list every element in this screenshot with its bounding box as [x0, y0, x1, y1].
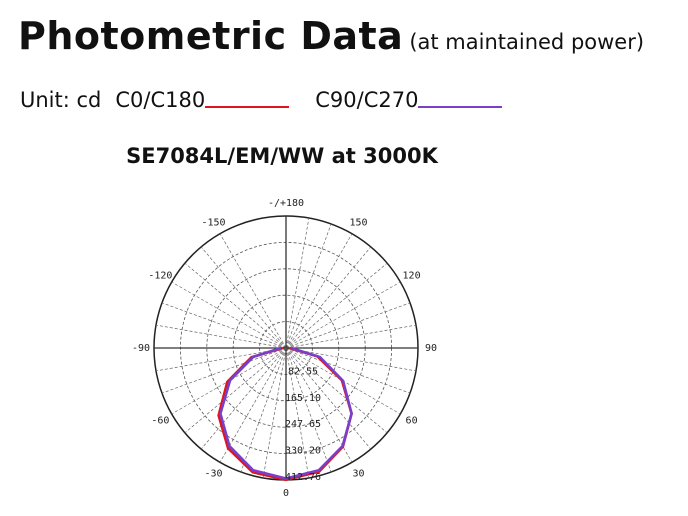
minor-spoke	[285, 347, 388, 434]
angle-tick-label: 150	[349, 217, 367, 228]
minor-spoke	[285, 347, 310, 479]
heading-title: Photometric Data	[18, 14, 404, 58]
angle-tick-label: 90	[425, 343, 437, 354]
minor-spoke	[285, 347, 417, 372]
angle-tick-label: -90	[132, 343, 150, 354]
minor-spoke	[285, 324, 417, 349]
legend: Unit: cd C0/C180 C90/C270	[20, 88, 528, 112]
angle-grid-line	[219, 347, 287, 463]
chart-title: SE7084L/EM/WW at 3000K	[126, 144, 438, 168]
heading: Photometric Data (at maintained power)	[18, 14, 644, 58]
angle-grid-line	[285, 233, 353, 349]
minor-spoke	[155, 347, 287, 372]
radial-tick-label: 330.20	[285, 446, 321, 457]
legend-swatch	[418, 106, 503, 108]
minor-spoke	[184, 262, 287, 349]
legend-label: C0/C180	[115, 88, 206, 112]
minor-spoke	[200, 347, 287, 450]
angle-tick-label: 0	[283, 488, 289, 499]
radial-tick-label: 412.76	[285, 472, 321, 483]
series-line	[219, 346, 353, 480]
angle-tick-label: 60	[406, 416, 418, 427]
minor-spoke	[285, 262, 388, 349]
angle-tick-label: 120	[403, 271, 421, 282]
minor-spoke	[184, 347, 287, 434]
minor-spoke	[285, 217, 310, 349]
radial-tick-label: 82.55	[288, 366, 318, 377]
angle-tick-label: -60	[151, 416, 169, 427]
unit-label: Unit: cd	[20, 88, 102, 112]
minor-spoke	[285, 347, 332, 473]
minor-spoke	[285, 246, 372, 349]
radial-tick-label: 165.10	[285, 393, 321, 404]
minor-spoke	[240, 347, 287, 473]
angle-tick-label: -120	[148, 271, 172, 282]
legend-entry: C0/C180	[115, 88, 315, 112]
angle-grid-line	[219, 233, 287, 349]
angle-tick-label: 30	[352, 469, 364, 480]
angle-tick-label: -/+180	[268, 198, 304, 209]
minor-spoke	[200, 246, 287, 349]
minor-spoke	[161, 347, 287, 394]
minor-spoke	[285, 347, 411, 394]
minor-spoke	[155, 324, 287, 349]
angle-tick-label: -150	[201, 217, 225, 228]
legend-entry: C90/C270	[315, 88, 528, 112]
angle-tick-label: -30	[204, 469, 222, 480]
legend-swatch	[205, 106, 290, 108]
angle-grid-line	[285, 347, 353, 463]
minor-spoke	[285, 302, 411, 349]
legend-label: C90/C270	[315, 88, 419, 112]
minor-spoke	[285, 223, 332, 349]
minor-spoke	[262, 347, 287, 479]
radial-tick-label: 247.65	[285, 419, 321, 430]
heading-note: (at maintained power)	[409, 30, 645, 54]
minor-spoke	[285, 347, 372, 450]
minor-spoke	[161, 302, 287, 349]
angle-grid-line	[285, 281, 401, 349]
angle-grid-line	[171, 281, 287, 349]
